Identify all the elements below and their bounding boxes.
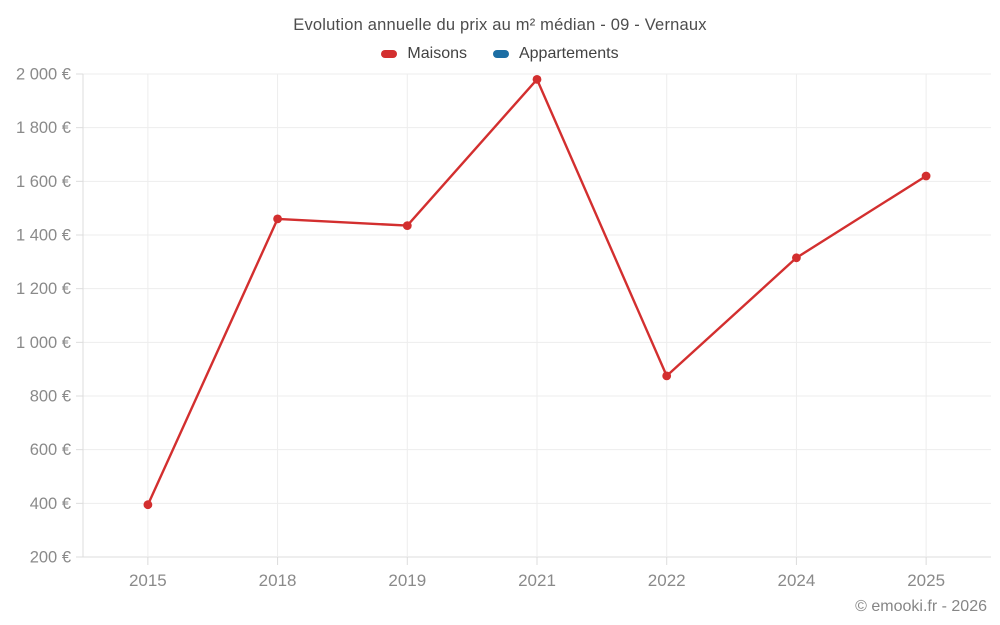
- data-point-maisons-2022[interactable]: [662, 371, 672, 381]
- y-axis-label: 200 €: [30, 549, 71, 567]
- legend-label-appartements: Appartements: [518, 45, 619, 62]
- x-axis-label: 2021: [518, 571, 556, 590]
- y-axis-label: 1 800 €: [16, 119, 71, 137]
- legend: Maisons Appartements: [0, 45, 1000, 63]
- x-axis-label: 2025: [907, 571, 945, 590]
- x-axis-label: 2019: [388, 571, 426, 590]
- y-axis-label: 800 €: [30, 388, 71, 406]
- y-axis-label: 1 600 €: [16, 173, 71, 191]
- y-axis-label: 1 400 €: [16, 227, 71, 245]
- data-point-maisons-2021[interactable]: [532, 75, 542, 84]
- y-axis-label: 2 000 €: [16, 66, 71, 84]
- data-point-maisons-2024[interactable]: [792, 253, 801, 263]
- data-point-maisons-2025[interactable]: [921, 171, 931, 181]
- chart-title: Evolution annuelle du prix au m² médian …: [293, 16, 707, 34]
- legend-item-maisons[interactable]: Maisons: [381, 45, 467, 63]
- credit-text: © emooki.fr - 2026: [855, 598, 987, 615]
- x-axis-label: 2015: [129, 571, 167, 590]
- data-point-maisons-2015[interactable]: [143, 500, 153, 510]
- y-axis-label: 400 €: [30, 495, 71, 513]
- data-point-maisons-2018[interactable]: [273, 214, 282, 224]
- y-axis-label: 600 €: [30, 441, 71, 459]
- legend-item-appartements[interactable]: Appartements: [492, 45, 619, 63]
- y-axis-label: 1 000 €: [16, 334, 71, 352]
- x-axis-label: 2024: [778, 571, 816, 590]
- appartements-swatch-icon: [492, 50, 509, 58]
- x-axis-label: 2022: [648, 571, 686, 590]
- data-point-maisons-2019[interactable]: [402, 221, 412, 231]
- y-axis-label: 1 200 €: [16, 280, 71, 298]
- legend-label-maisons: Maisons: [407, 45, 467, 62]
- x-axis-label: 2018: [259, 571, 297, 590]
- maisons-swatch-icon: [381, 50, 398, 58]
